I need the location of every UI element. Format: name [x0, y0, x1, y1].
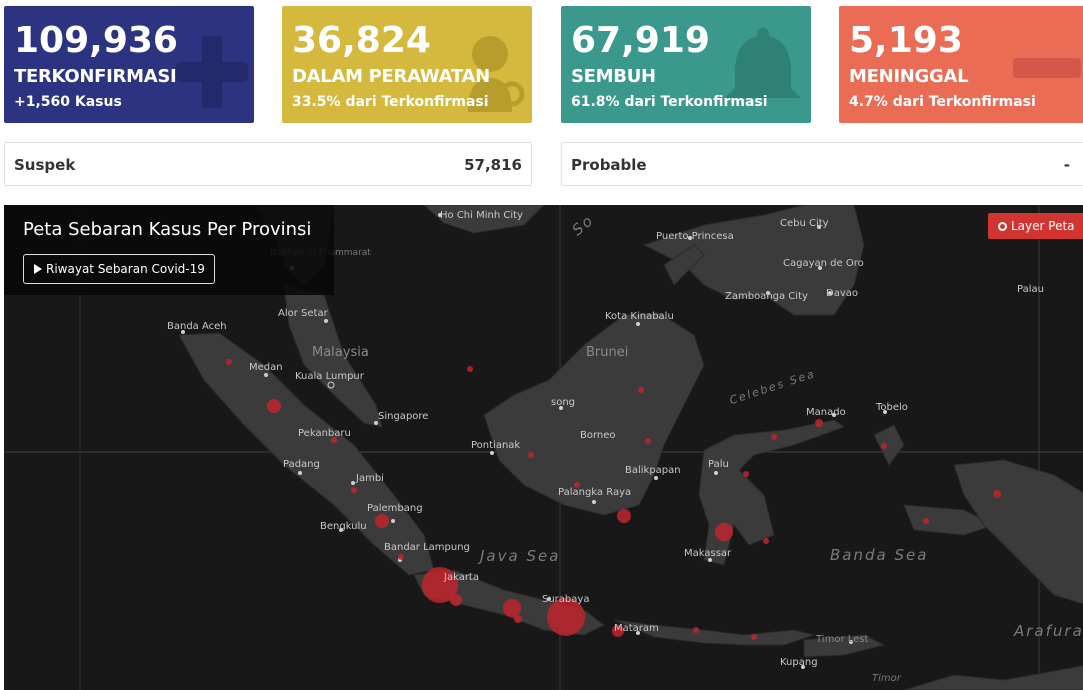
- label-timor: Timor: [872, 673, 902, 684]
- treated-card: 36,824 DALAM PERAWATAN 33.5% dari Terkon…: [282, 6, 532, 123]
- bubble-jawa-tengah: [503, 599, 521, 617]
- label-palau: Palau: [1017, 284, 1044, 295]
- confirmed-card: 109,936 TERKONFIRMASI +1,560 Kasus: [4, 6, 254, 123]
- recovered-card: 67,919 SEMBUH 61.8% dari Terkonfirmasi: [561, 6, 811, 123]
- bubble-jawa-barat: [450, 594, 462, 606]
- bubble-sumut: [267, 399, 281, 413]
- layer-button-label: Layer Peta: [1011, 219, 1075, 233]
- layer-button[interactable]: Layer Peta: [988, 213, 1083, 239]
- land-masses: [178, 205, 1083, 690]
- plus-icon: [176, 36, 248, 108]
- label-jambi: Jambi: [355, 473, 384, 484]
- died-card: 5,193 MENINGGAL 4.7% dari Terkonfirmasi: [839, 6, 1083, 123]
- recovered-sub: 61.8% dari Terkonfirmasi: [571, 94, 768, 110]
- label-cagayan: Cagayan de Oro: [783, 258, 864, 269]
- label-south-sea: So: [568, 211, 597, 239]
- label-singapore: Singapore: [378, 411, 428, 422]
- label-ho-chi-minh: Ho Chi Minh City: [440, 210, 523, 221]
- layer-icon: [998, 222, 1007, 231]
- label-makassar: Makassar: [684, 548, 732, 559]
- label-palu: Palu: [708, 459, 729, 470]
- bubble-kalsel: [617, 509, 631, 523]
- bubble-sumsel: [375, 514, 389, 528]
- label-timor-lest: Timor Lest: [815, 634, 868, 645]
- label-kuala-lumpur: Kuala Lumpur: [295, 371, 365, 382]
- recovered-number: 67,919: [571, 20, 710, 61]
- recovered-label: SEMBUH: [571, 66, 656, 87]
- label-brunei: Brunei: [586, 345, 628, 360]
- label-surabaya: Surabaya: [542, 594, 589, 605]
- label-pekanbaru: Pekanbaru: [298, 428, 351, 439]
- label-banda-sea: Banda Sea: [830, 546, 928, 564]
- label-palembang: Palembang: [367, 503, 423, 514]
- label-pontianak: Pontianak: [471, 440, 520, 451]
- probable-box: Probable -: [561, 142, 1083, 186]
- bubble-ntb: [612, 625, 624, 637]
- treated-sub: 33.5% dari Terkonfirmasi: [292, 94, 489, 110]
- label-banda-aceh: Banda Aceh: [167, 321, 227, 332]
- label-kupang: Kupang: [780, 657, 818, 668]
- label-medan: Medan: [249, 362, 283, 373]
- bubble-jakarta: [422, 567, 458, 603]
- suspek-box: Suspek 57,816: [4, 142, 532, 186]
- label-java-sea: Java Sea: [477, 547, 560, 565]
- label-bandar: Bandar Lampung: [384, 542, 470, 553]
- died-number: 5,193: [849, 20, 963, 61]
- label-zamboanga: Zamboanga City: [725, 291, 808, 302]
- label-arafura-sea: Arafura Sea: [1013, 622, 1083, 640]
- treated-number: 36,824: [292, 20, 431, 61]
- label-song: song: [551, 397, 575, 408]
- confirmed-sub: +1,560 Kasus: [14, 94, 122, 110]
- case-map[interactable]: Ho Chi Minh City Nakhon Si Thammarat Pue…: [4, 205, 1083, 690]
- suspek-value: 57,816: [464, 156, 522, 174]
- label-borneo: Borneo: [580, 430, 616, 441]
- label-celebes-sea: Celebes Sea: [728, 367, 817, 407]
- label-padang: Padang: [283, 459, 320, 470]
- label-manado: Manado: [806, 407, 846, 418]
- play-icon: [34, 264, 42, 274]
- bell-icon: [725, 28, 801, 98]
- case-bubbles: [226, 359, 1001, 640]
- suspek-label: Suspek: [14, 156, 76, 174]
- map-title: Peta Sebaran Kasus Per Provinsi: [23, 219, 312, 240]
- probable-label: Probable: [571, 156, 647, 174]
- probable-value: -: [1063, 156, 1070, 174]
- map-canvas[interactable]: Ho Chi Minh City Nakhon Si Thammarat Pue…: [4, 205, 1083, 690]
- minus-icon: [1013, 58, 1081, 78]
- label-cebu: Cebu City: [780, 218, 829, 229]
- confirmed-number: 109,936: [14, 20, 178, 61]
- label-malaysia: Malaysia: [312, 345, 369, 360]
- label-tobelo: Tobelo: [875, 402, 908, 413]
- capital-marker-kl: [327, 381, 335, 389]
- label-kota-kinabalu: Kota Kinabalu: [605, 311, 674, 322]
- label-alor-setar: Alor Setar: [278, 308, 329, 319]
- label-balikpapan: Balikpapan: [625, 465, 681, 476]
- treated-label: DALAM PERAWATAN: [292, 66, 490, 87]
- label-palangka-raya: Palangka Raya: [558, 487, 631, 498]
- map-title-panel: Peta Sebaran Kasus Per Provinsi Riwayat …: [4, 205, 334, 295]
- died-sub: 4.7% dari Terkonfirmasi: [849, 94, 1036, 110]
- history-button[interactable]: Riwayat Sebaran Covid-19: [23, 254, 215, 284]
- label-mataram: Mataram: [614, 623, 659, 634]
- bubble-surabaya: [547, 598, 585, 636]
- history-button-label: Riwayat Sebaran Covid-19: [46, 262, 205, 276]
- label-jakarta: Jakarta: [443, 572, 479, 583]
- confirmed-label: TERKONFIRMASI: [14, 66, 177, 87]
- patient-icon: [468, 36, 525, 112]
- label-davao: Davao: [826, 288, 858, 299]
- label-puerto-princesa: Puerto Princesa: [656, 231, 734, 242]
- bubble-sulsel: [715, 523, 733, 541]
- bubble-diy: [514, 615, 522, 623]
- died-label: MENINGGAL: [849, 66, 969, 87]
- label-bengkulu: Bengkulu: [320, 521, 367, 532]
